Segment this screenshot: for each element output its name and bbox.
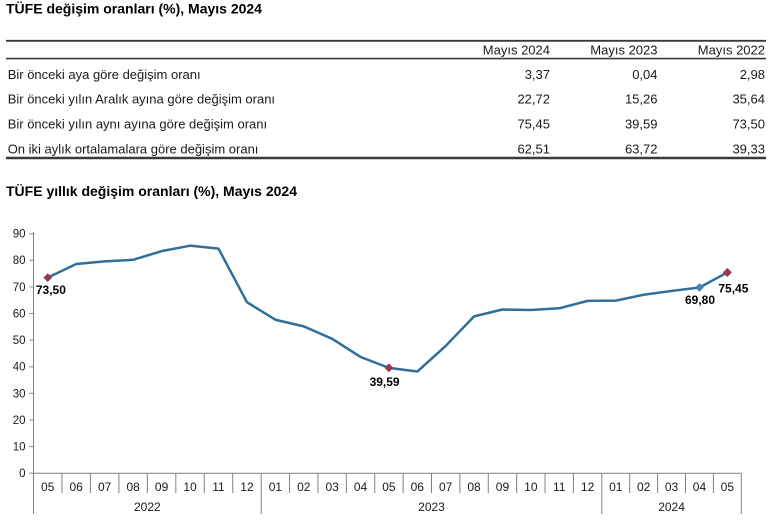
svg-text:05: 05 bbox=[721, 480, 735, 494]
svg-text:08: 08 bbox=[467, 480, 481, 494]
svg-text:06: 06 bbox=[70, 480, 84, 494]
svg-text:2,98: 2,98 bbox=[740, 67, 765, 82]
svg-text:05: 05 bbox=[41, 480, 55, 494]
svg-text:35,64: 35,64 bbox=[732, 92, 765, 107]
svg-text:Mayıs 2024: Mayıs 2024 bbox=[483, 43, 550, 58]
svg-text:3,37: 3,37 bbox=[525, 67, 550, 82]
svg-text:0: 0 bbox=[19, 468, 25, 480]
svg-text:07: 07 bbox=[439, 480, 453, 494]
svg-text:12: 12 bbox=[240, 480, 254, 494]
svg-text:39,59: 39,59 bbox=[370, 375, 400, 389]
svg-text:50: 50 bbox=[13, 335, 26, 347]
svg-text:06: 06 bbox=[411, 480, 425, 494]
svg-text:40: 40 bbox=[13, 362, 26, 374]
svg-text:39,33: 39,33 bbox=[732, 141, 765, 156]
svg-text:02: 02 bbox=[297, 480, 311, 494]
svg-text:TÜFE yıllık değişim oranları (: TÜFE yıllık değişim oranları (%), Mayıs … bbox=[6, 183, 297, 199]
svg-text:01: 01 bbox=[609, 480, 623, 494]
svg-text:75,45: 75,45 bbox=[517, 117, 550, 132]
svg-text:0,04: 0,04 bbox=[632, 67, 657, 82]
svg-text:63,72: 63,72 bbox=[625, 141, 658, 156]
svg-text:10: 10 bbox=[183, 480, 197, 494]
svg-text:05: 05 bbox=[382, 480, 396, 494]
svg-text:Bir önceki yılın aynı ayına gö: Bir önceki yılın aynı ayına göre değişim… bbox=[8, 117, 267, 132]
svg-text:02: 02 bbox=[637, 480, 651, 494]
svg-text:75,45: 75,45 bbox=[718, 281, 748, 295]
svg-text:10: 10 bbox=[13, 441, 26, 453]
svg-text:Bir önceki yılın Aralık ayına: Bir önceki yılın Aralık ayına göre değiş… bbox=[8, 92, 275, 107]
svg-text:2022: 2022 bbox=[134, 500, 161, 514]
svg-text:12: 12 bbox=[581, 480, 595, 494]
svg-text:20: 20 bbox=[13, 415, 26, 427]
svg-text:08: 08 bbox=[126, 480, 140, 494]
svg-text:On iki aylık ortalamalara göre: On iki aylık ortalamalara göre değişim o… bbox=[8, 141, 259, 156]
svg-text:03: 03 bbox=[665, 480, 679, 494]
svg-text:04: 04 bbox=[693, 480, 707, 494]
svg-text:11: 11 bbox=[212, 480, 225, 494]
svg-text:09: 09 bbox=[155, 480, 169, 494]
svg-text:70: 70 bbox=[13, 282, 26, 294]
svg-text:69,80: 69,80 bbox=[685, 293, 715, 307]
svg-text:15,26: 15,26 bbox=[625, 92, 658, 107]
svg-text:60: 60 bbox=[13, 308, 26, 320]
svg-text:Bir önceki aya göre değişim or: Bir önceki aya göre değişim oranı bbox=[8, 67, 201, 82]
svg-text:10: 10 bbox=[524, 480, 538, 494]
svg-text:2024: 2024 bbox=[658, 500, 685, 514]
svg-text:30: 30 bbox=[13, 388, 26, 400]
svg-text:22,72: 22,72 bbox=[517, 92, 550, 107]
svg-text:73,50: 73,50 bbox=[732, 117, 765, 132]
svg-text:90: 90 bbox=[13, 229, 26, 241]
svg-text:73,50: 73,50 bbox=[36, 283, 66, 297]
svg-text:03: 03 bbox=[325, 480, 339, 494]
svg-text:07: 07 bbox=[98, 480, 112, 494]
svg-text:TÜFE değişim oranları (%), May: TÜFE değişim oranları (%), Mayıs 2024 bbox=[6, 1, 262, 17]
svg-text:62,51: 62,51 bbox=[517, 141, 550, 156]
svg-text:04: 04 bbox=[354, 480, 368, 494]
svg-text:80: 80 bbox=[13, 255, 26, 267]
svg-text:11: 11 bbox=[553, 480, 566, 494]
svg-text:01: 01 bbox=[269, 480, 283, 494]
svg-text:Mayıs 2023: Mayıs 2023 bbox=[590, 43, 657, 58]
svg-text:09: 09 bbox=[496, 480, 510, 494]
svg-text:2023: 2023 bbox=[418, 500, 445, 514]
svg-text:Mayıs 2022: Mayıs 2022 bbox=[698, 43, 765, 58]
svg-text:39,59: 39,59 bbox=[625, 117, 658, 132]
